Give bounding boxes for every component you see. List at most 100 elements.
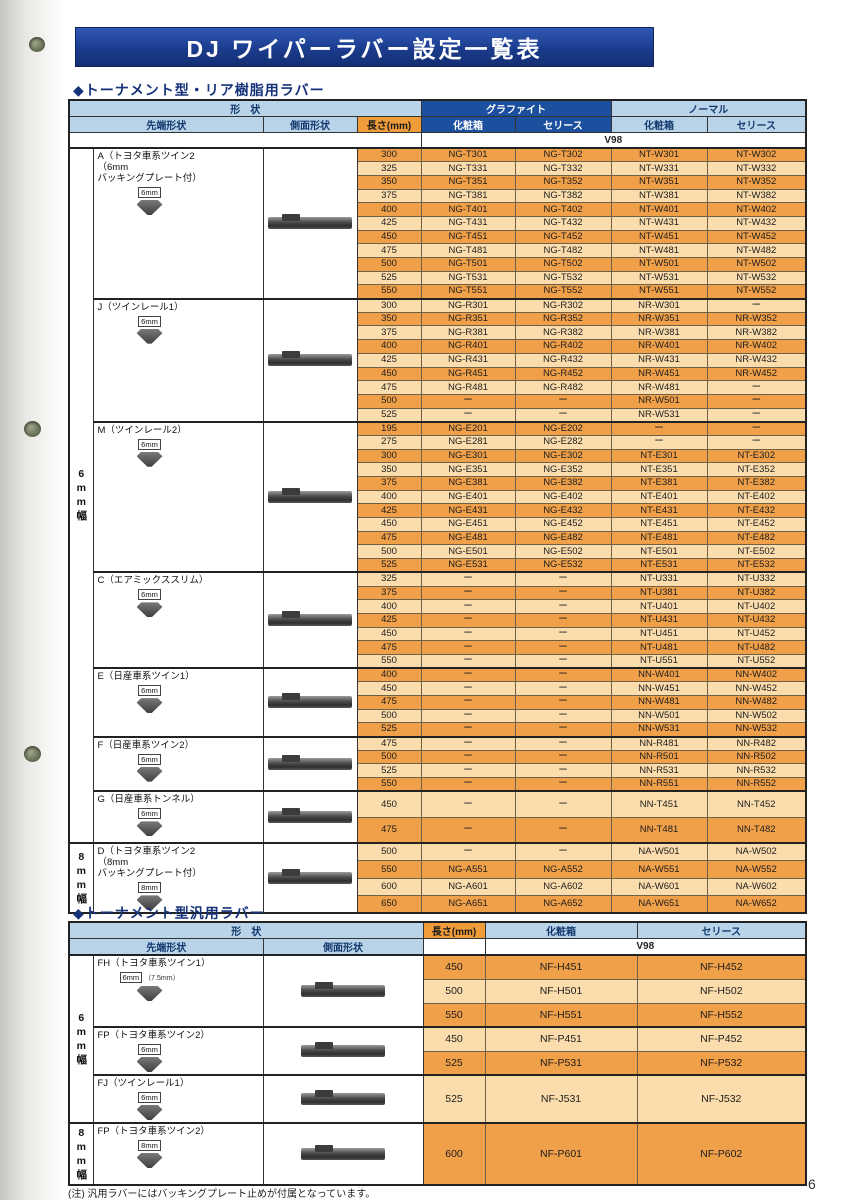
tip-icon: 6mm	[120, 1092, 180, 1120]
data-row: 500 ーー NN-R501 NN-R502	[69, 749, 807, 765]
part-number-cell: NG-T502	[514, 257, 612, 272]
part-number-cell: NT-W451	[610, 229, 708, 245]
part-number-cell: NT-E432	[706, 503, 807, 519]
blade-clip	[282, 693, 300, 701]
part-number-cell: NR-W481	[610, 380, 708, 395]
part-number-cell: ー	[610, 434, 708, 450]
width-label: 6mm幅	[75, 468, 88, 523]
part-number-cell: ー	[514, 640, 612, 655]
data-row: FP（トヨタ車系ツイン2） 6mm 450 NF-P451 NF-P452	[69, 1026, 807, 1076]
normal-header: ノーマル	[610, 99, 807, 117]
part-number-cell: NG-A602	[514, 877, 612, 897]
side-shape-cell	[262, 1074, 424, 1124]
tip-icon: 6mm	[120, 187, 180, 215]
blade-profile-icon	[301, 1090, 385, 1105]
blade-clip	[282, 611, 300, 619]
length-cell: 300	[356, 448, 422, 464]
blade-profile-icon	[268, 869, 352, 885]
part-number-cell: NR-W301	[610, 297, 708, 313]
data-row: 500 NG-T501 NG-T502 NT-W501 NT-W502	[69, 257, 807, 272]
data-row: 400 NG-R401 NG-R402 NR-W401 NR-W402	[69, 339, 807, 354]
normal-box-header: 化粧箱	[610, 116, 708, 133]
part-number-cell: NG-E401	[420, 489, 516, 505]
length-cell: 400	[356, 667, 422, 683]
length-cell: 600	[356, 877, 422, 897]
data-row: E（日産車系ツイン1） 6mm 400 ーー NN-W401 NN-W402	[69, 667, 807, 738]
v98-label: V98	[420, 132, 807, 149]
part-number-cell: NG-R302	[514, 297, 612, 313]
side-shape-cell	[262, 842, 358, 914]
tip-size-label: 6mm	[138, 1044, 161, 1055]
part-number-cell: ー	[514, 612, 612, 628]
blade-clip	[282, 488, 300, 496]
part-number-cell: NG-T301	[420, 147, 516, 163]
length-cell: 400	[356, 202, 422, 217]
part-number-cell: NG-R452	[514, 366, 612, 382]
part-number-cell: NN-R552	[706, 777, 807, 792]
part-number-cell: NT-U332	[706, 571, 807, 587]
tip-shape-cell: FH（トヨタ車系ツイン1） 6mm （7.5mm）	[92, 954, 264, 1028]
part-number-cell: ー	[514, 653, 612, 669]
data-row: 425 NG-R431 NG-R432 NR-W431 NR-W432	[69, 352, 807, 368]
part-number-cell: NT-U331	[610, 571, 708, 587]
part-number-cell: NT-E351	[610, 462, 708, 477]
side-shape-header: 側面形状	[262, 938, 424, 956]
part-number-cell: NN-W482	[706, 695, 807, 710]
group-label: FH（トヨタ車系ツイン1）	[97, 958, 211, 969]
part-number-cell: NG-T382	[514, 188, 612, 204]
tip-shape-icon	[136, 1057, 163, 1072]
part-number-cell: NN-T452	[706, 790, 807, 818]
group-label: （6mm	[97, 162, 129, 173]
part-number-cell: NT-E401	[610, 489, 708, 505]
tip-shape-icon	[136, 451, 163, 467]
part-number-cell: NG-E382	[514, 476, 612, 491]
part-number-cell: NT-W301	[610, 147, 708, 163]
part-number-cell: ー	[420, 790, 516, 818]
tip-shape-cell: J（ツインレール1） 6mm	[92, 297, 264, 423]
part-number-cell: ー	[420, 842, 516, 862]
part-number-cell: ー	[514, 585, 612, 601]
part-number-cell: NN-T482	[706, 816, 807, 844]
blade-profile-icon	[301, 982, 385, 997]
tip-icon: 6mm	[120, 753, 180, 782]
part-number-cell: NT-W331	[610, 161, 708, 176]
tip-icon: 8mm	[120, 1140, 180, 1168]
length-cell: 375	[356, 325, 422, 341]
part-number-cell: ー	[514, 735, 612, 751]
part-number-cell: ー	[420, 407, 516, 423]
data-row: 525 NF-P531 NF-P532	[69, 1050, 807, 1076]
tip-size-label: 6mm	[138, 187, 161, 198]
data-row: 375 NG-R381 NG-R382 NR-W381 NR-W382	[69, 325, 807, 341]
part-number-cell: NG-E452	[514, 517, 612, 532]
part-number-cell: NA-W652	[706, 895, 807, 914]
part-number-cell: NT-E431	[610, 503, 708, 519]
part-number-cell: NT-W482	[706, 243, 807, 258]
data-row: 375 NG-E381 NG-E382 NT-E381 NT-E382	[69, 476, 807, 491]
length-cell: 450	[356, 626, 422, 642]
length-cell: 400	[356, 489, 422, 505]
length-cell: 550	[422, 1002, 486, 1028]
part-number-cell: NN-R551	[610, 777, 708, 792]
part-number-cell: NR-W452	[706, 366, 807, 382]
data-row: G（日産車系トンネル） 6mm 450 ーー NN-T451 NN-T452	[69, 790, 807, 844]
group-label: J（ツインレール1）	[97, 301, 184, 313]
part-number-cell: NT-U481	[610, 640, 708, 655]
part-number-cell: NN-R501	[610, 749, 708, 765]
part-number-cell: NR-W352	[706, 311, 807, 327]
part-number-cell: NG-E451	[420, 517, 516, 532]
tip-shape-icon	[136, 698, 163, 714]
v98-spacer	[68, 132, 422, 149]
part-number-cell: NR-W451	[610, 366, 708, 382]
part-number-cell: NG-E531	[420, 558, 516, 573]
header-row-1: 形 状 長さ(mm) 化粧箱 セリース	[68, 921, 807, 939]
tip-size-label: 6mm	[119, 972, 143, 983]
part-number-cell: ー	[706, 393, 807, 409]
length-cell: 550	[356, 777, 422, 792]
length-cell: 325	[356, 571, 422, 587]
part-number-cell: NG-T452	[514, 229, 612, 245]
group-label: バッキングプレート付）	[97, 868, 202, 880]
length-cell: 450	[356, 681, 422, 696]
part-number-cell: NA-W502	[706, 842, 807, 862]
width-label: 8mm幅	[75, 1126, 88, 1182]
part-number-cell: NN-R532	[706, 763, 807, 779]
